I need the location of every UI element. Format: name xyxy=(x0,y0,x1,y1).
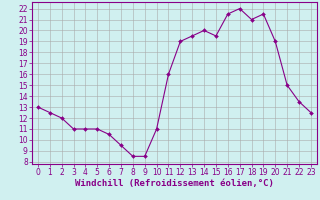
X-axis label: Windchill (Refroidissement éolien,°C): Windchill (Refroidissement éolien,°C) xyxy=(75,179,274,188)
